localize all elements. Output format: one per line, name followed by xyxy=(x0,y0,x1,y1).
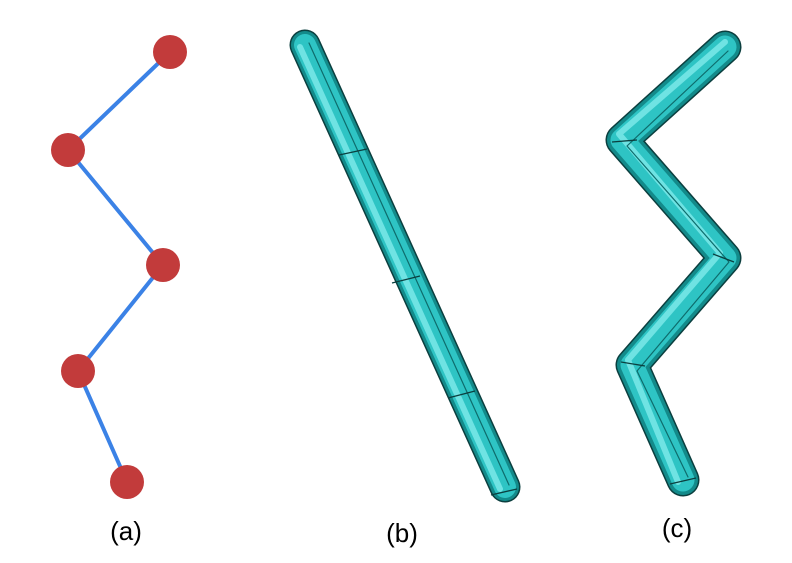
bond-1 xyxy=(66,50,172,152)
bead-4 xyxy=(61,354,95,388)
bead-2 xyxy=(51,133,85,167)
panel-b: (b) xyxy=(289,29,521,548)
bead-3 xyxy=(146,248,180,282)
bead-1 xyxy=(153,35,187,69)
rod-segment-lines xyxy=(338,148,518,496)
panel-label-a: (a) xyxy=(110,516,142,546)
bond-2 xyxy=(66,148,165,267)
bead-5 xyxy=(110,465,144,499)
beads xyxy=(51,35,187,499)
panel-label-b: (b) xyxy=(386,518,418,548)
bond-4 xyxy=(76,369,129,484)
zigzag-rod xyxy=(605,30,742,497)
panel-label-c: (c) xyxy=(662,513,692,543)
bonds xyxy=(66,50,172,484)
panel-c: (c) xyxy=(605,30,742,543)
straight-rod xyxy=(289,29,521,503)
zigzag-joint-lines xyxy=(611,139,735,485)
bond-3 xyxy=(76,263,165,373)
panel-a: (a) xyxy=(51,35,187,546)
